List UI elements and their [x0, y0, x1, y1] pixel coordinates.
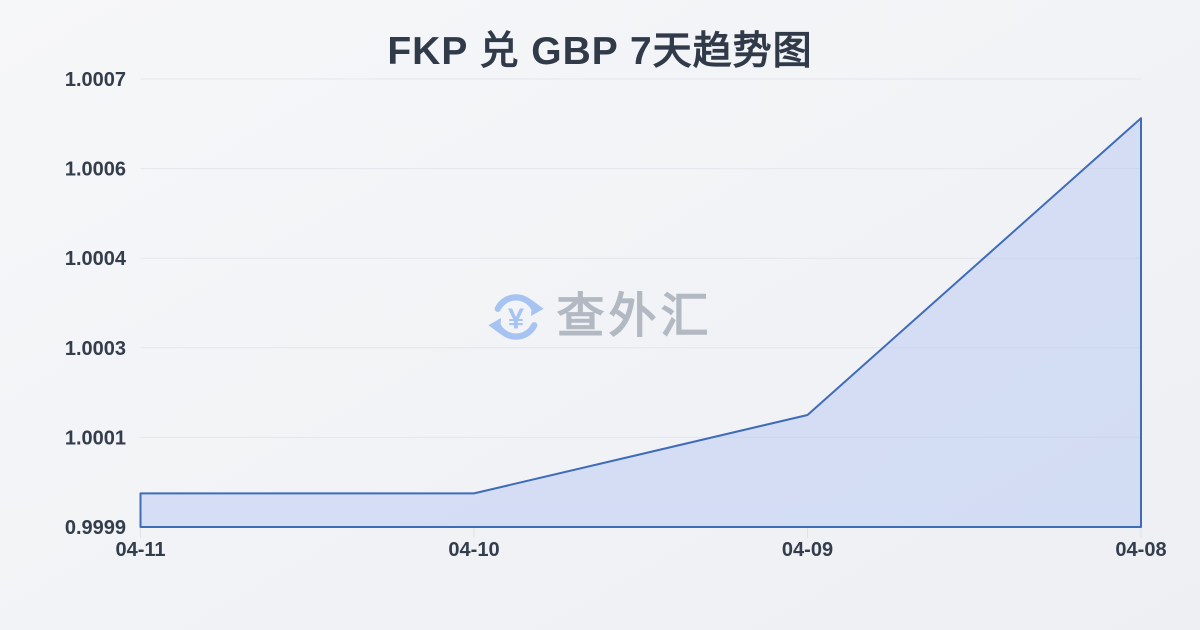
y-axis-label: 1.0001 — [65, 427, 126, 449]
y-axis-label: 1.0003 — [65, 338, 126, 360]
y-axis-label: 1.0006 — [65, 159, 126, 181]
x-axis-label: 04-10 — [448, 539, 499, 561]
x-axis-label: 04-11 — [115, 539, 165, 561]
x-axis-label: 04-09 — [782, 539, 833, 561]
area-series — [139, 117, 1142, 528]
y-axis-label: 1.0004 — [65, 248, 127, 270]
y-axis-label: 0.9999 — [65, 517, 126, 539]
y-axis-label: 1.0007 — [65, 69, 126, 91]
page-title: FKP 兑 GBP 7天趋势图 — [387, 30, 813, 73]
x-axis-label: 04-08 — [1115, 539, 1166, 561]
